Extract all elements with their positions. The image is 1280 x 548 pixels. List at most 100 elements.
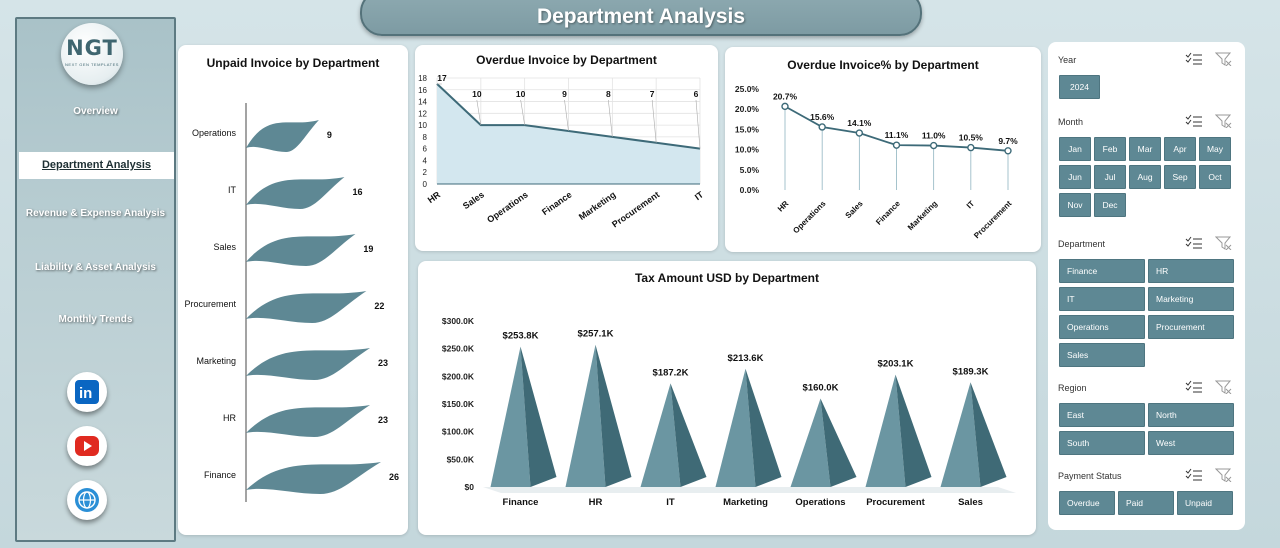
tax-ytick-label: $100.0K — [442, 427, 475, 437]
region-option[interactable]: East — [1059, 403, 1145, 427]
month-option[interactable]: Sep — [1164, 165, 1196, 189]
pct-point — [892, 141, 901, 149]
overdue-percent-card: Overdue Invoice% by Department 0.0% 5.0% 1… — [725, 47, 1041, 252]
month-option[interactable]: May — [1199, 137, 1231, 161]
sidebar: NGT NEXT GEN TEMPLATES Overview Departme… — [15, 17, 176, 542]
tax-pyramid-front — [865, 374, 906, 487]
overdue-ytick-label: 18 — [418, 74, 427, 83]
nav-liability-asset[interactable]: Liability & Asset Analysis — [35, 262, 156, 273]
pct-category-label: HR — [776, 199, 791, 214]
tax-ytick-label: $0 — [465, 482, 475, 492]
unpaid-category-label: Marketing — [196, 356, 236, 366]
pct-category-label: Procurement — [972, 199, 1013, 240]
nav-department-analysis[interactable]: Department Analysis — [19, 152, 174, 179]
unpaid-flag-mark — [246, 348, 371, 380]
payment-option[interactable]: Overdue — [1059, 491, 1115, 515]
month-option[interactable]: Jun — [1059, 165, 1091, 189]
department-option[interactable]: HR — [1148, 259, 1234, 283]
pct-point — [818, 123, 826, 131]
month-option[interactable]: Aug — [1129, 165, 1161, 189]
department-option[interactable]: Procurement — [1148, 315, 1234, 339]
year-multiselect-icon[interactable] — [1185, 52, 1203, 66]
region-option[interactable]: North — [1148, 403, 1234, 427]
tax-pyramid-side — [820, 398, 857, 487]
tax-ytick-label: $200.0K — [442, 371, 475, 381]
linkedin-button[interactable]: in — [67, 372, 107, 412]
unpaid-flag-mark — [246, 462, 381, 494]
pct-data-label: 14.1% — [847, 118, 872, 128]
youtube-button[interactable] — [67, 426, 107, 466]
unpaid-category-label: Finance — [204, 470, 236, 480]
month-option[interactable]: Oct — [1199, 165, 1231, 189]
region-option[interactable]: West — [1148, 431, 1234, 455]
tax-category-label: Operations — [795, 497, 845, 508]
tax-pyramid-side — [895, 374, 932, 487]
tax-pyramid-side — [520, 346, 557, 487]
department-option[interactable]: Marketing — [1148, 287, 1234, 311]
unpaid-chart-title: Unpaid Invoice by Department — [206, 56, 380, 70]
svg-text:in: in — [79, 385, 92, 402]
payment-option[interactable]: Unpaid — [1177, 491, 1233, 515]
nav-monthly-trends[interactable]: Monthly Trends — [58, 314, 133, 325]
website-button[interactable] — [67, 480, 107, 520]
tax-pyramid-side — [970, 382, 1007, 487]
overdue-category-label: Sales — [461, 189, 486, 211]
department-clear-filter-icon[interactable] — [1214, 236, 1233, 251]
month-option[interactable]: Dec — [1094, 193, 1126, 217]
tax-pyramid-front — [490, 346, 531, 487]
nav-overview[interactable]: Overview — [73, 106, 118, 117]
tax-category-label: Procurement — [866, 497, 925, 508]
month-slicer-label: Month — [1058, 117, 1084, 127]
department-multiselect-icon[interactable] — [1185, 236, 1203, 250]
month-option[interactable]: Mar — [1129, 137, 1161, 161]
department-option[interactable]: Operations — [1059, 315, 1145, 339]
payment-option[interactable]: Paid — [1118, 491, 1174, 515]
overdue-invoice-card: Overdue Invoice by Department 0 2 4 6 8 10 12 1… — [415, 45, 718, 251]
logo-subtext: NEXT GEN TEMPLATES — [65, 62, 119, 67]
tax-data-label: $187.2K — [653, 367, 689, 378]
unpaid-flag-mark — [246, 291, 367, 323]
month-option[interactable]: Feb — [1094, 137, 1126, 161]
unpaid-value-label: 23 — [378, 358, 388, 368]
overdue-category-label: HR — [426, 189, 443, 205]
region-multiselect-icon[interactable] — [1185, 380, 1203, 394]
month-option[interactable]: Jan — [1059, 137, 1091, 161]
tax-ytick-label: $150.0K — [442, 399, 475, 409]
overdue-data-label: 9 — [562, 89, 567, 99]
overdue-label-leader — [651, 99, 657, 143]
month-option[interactable]: Nov — [1059, 193, 1091, 217]
department-option[interactable]: Finance — [1059, 259, 1145, 283]
month-multiselect-icon[interactable] — [1185, 114, 1203, 128]
unpaid-flag-mark — [246, 120, 319, 152]
year-clear-filter-icon[interactable] — [1214, 52, 1233, 67]
region-clear-filter-icon[interactable] — [1214, 380, 1233, 395]
pct-data-label: 11.0% — [922, 131, 946, 141]
nav-revenue-expense[interactable]: Revenue & Expense Analysis — [25, 208, 166, 219]
tax-pyramid-side — [595, 344, 632, 487]
payment-multiselect-icon[interactable] — [1185, 468, 1203, 482]
overdue-ytick-label: 6 — [423, 145, 428, 154]
pct-ytick-label: 25.0% — [735, 84, 760, 94]
overdue-chart-title: Overdue Invoice by Department — [476, 53, 657, 67]
overdue-label-leader — [695, 99, 701, 149]
overdue-area-fill — [437, 83, 700, 184]
pct-data-label: 9.7% — [998, 136, 1018, 146]
department-option[interactable]: IT — [1059, 287, 1145, 311]
overdue-ytick-label: 0 — [423, 180, 428, 189]
overdue-label-leader — [476, 99, 482, 126]
month-option[interactable]: Jul — [1094, 165, 1126, 189]
pct-ytick-label: 15.0% — [735, 124, 760, 134]
month-clear-filter-icon[interactable] — [1214, 114, 1233, 129]
department-option[interactable]: Sales — [1059, 343, 1145, 367]
unpaid-invoice-card: Unpaid Invoice by Department Operations 9… — [178, 45, 408, 535]
tax-ytick-label: $50.0K — [447, 454, 475, 464]
overdue-ytick-label: 16 — [418, 86, 427, 95]
payment-clear-filter-icon[interactable] — [1214, 468, 1233, 483]
overdue-label-leader — [520, 99, 525, 126]
tax-category-label: Marketing — [723, 497, 768, 508]
region-option[interactable]: South — [1059, 431, 1145, 455]
pct-ytick-label: 10.0% — [735, 145, 760, 155]
year-option[interactable]: 2024 — [1059, 75, 1100, 99]
overdue-ytick-label: 2 — [423, 168, 428, 177]
month-option[interactable]: Apr — [1164, 137, 1196, 161]
